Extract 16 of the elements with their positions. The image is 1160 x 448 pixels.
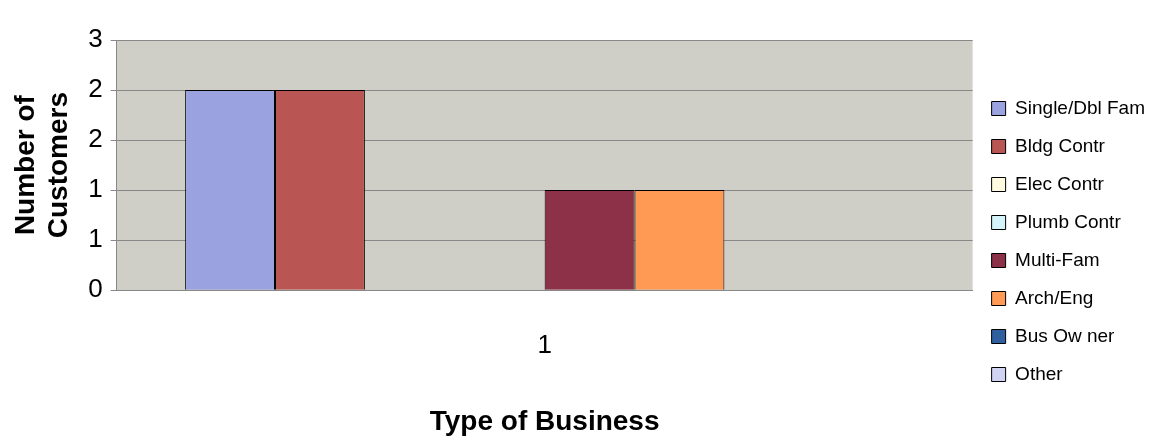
legend-label: Bldg Contr	[1015, 134, 1106, 156]
y-tick-label: 2	[88, 123, 103, 154]
legend-label: Arch/Eng	[1015, 286, 1094, 308]
y-tick-label: 0	[88, 273, 103, 304]
legend-label: Single/Dbl Fam	[1015, 96, 1146, 118]
y-tick-label: 3	[88, 23, 103, 54]
legend-label: Elec Contr	[1015, 172, 1105, 194]
y-axis-title: Number of Customers	[8, 91, 74, 239]
y-tick-label: 1	[88, 173, 103, 204]
x-axis-title: Type of Business	[429, 404, 660, 436]
legend-label: Bus Ow ner	[1015, 324, 1116, 346]
legend-label: Multi-Fam	[1015, 248, 1100, 270]
legend-label: Other	[1015, 362, 1064, 384]
y-tick-label: 2	[88, 73, 103, 104]
y-tick-label: 1	[88, 223, 103, 254]
legend-label: Plumb Contr	[1015, 210, 1122, 232]
